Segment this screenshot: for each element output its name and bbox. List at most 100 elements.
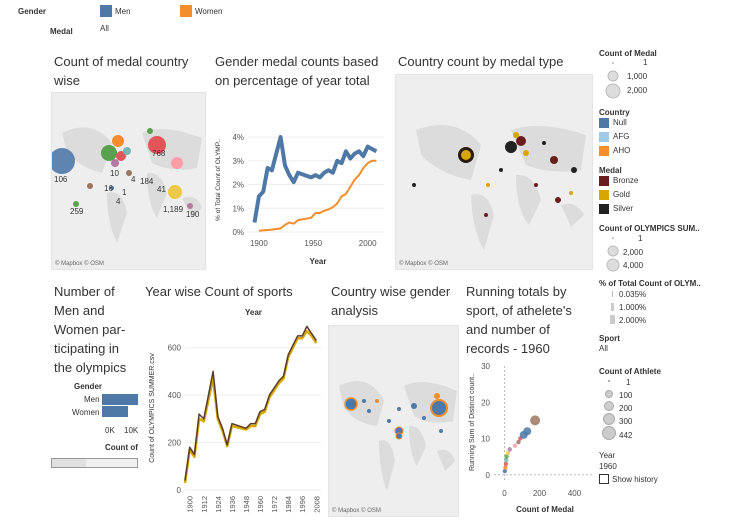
- medal-bubble[interactable]: [412, 183, 416, 187]
- legend-item-aho[interactable]: AHO: [599, 146, 630, 156]
- horizontal-scrollbar[interactable]: [51, 458, 138, 468]
- gender-bubble[interactable]: [362, 399, 366, 403]
- bubble[interactable]: [112, 135, 124, 147]
- bubble[interactable]: [171, 157, 183, 169]
- sport-filter-value[interactable]: All: [599, 344, 608, 353]
- scatter-point[interactable]: [512, 443, 518, 448]
- panel2-ylabel: % of Total Count of OLYMP..: [215, 139, 222, 221]
- scatter-point[interactable]: [503, 461, 509, 467]
- x-tick-label: 1912: [200, 496, 209, 513]
- bubble[interactable]: [147, 128, 153, 134]
- x-tick-label: 1972: [270, 496, 279, 513]
- legend-item-gold[interactable]: Gold: [599, 190, 630, 200]
- bubble[interactable]: [101, 145, 117, 161]
- scatter-point[interactable]: [516, 439, 521, 445]
- running-totals-scatter[interactable]: 30 20 10 0 0 200 400 Running Sum of Distinct …: [466, 360, 596, 520]
- legend-item: 442: [619, 431, 633, 440]
- medal-bubble[interactable]: [505, 141, 517, 153]
- medal-bubble[interactable]: [484, 213, 488, 217]
- map-label: 16: [104, 184, 113, 193]
- bubble-australia[interactable]: [168, 185, 182, 199]
- legend-item: 2.000%: [619, 316, 647, 325]
- bubble[interactable]: [116, 151, 126, 161]
- medal-bubble[interactable]: [569, 191, 573, 195]
- scatter-point[interactable]: [505, 450, 511, 456]
- bubble-russia[interactable]: [148, 136, 166, 154]
- gender-bubble[interactable]: [430, 399, 448, 417]
- bubble[interactable]: [110, 186, 114, 190]
- bubble[interactable]: [123, 147, 131, 155]
- gender-bubble[interactable]: [387, 419, 391, 423]
- gender-bubble[interactable]: [375, 399, 379, 403]
- gender-country-map[interactable]: © Mapbox © OSM: [328, 325, 459, 517]
- gender-bubble[interactable]: [434, 393, 440, 399]
- medal-bubble[interactable]: [534, 183, 538, 187]
- scrollbar-thumb[interactable]: [52, 459, 86, 467]
- women-bar[interactable]: [102, 406, 128, 417]
- series-line-men[interactable]: [252, 135, 378, 223]
- medal-bubble[interactable]: [486, 183, 490, 187]
- bubble-usa[interactable]: [49, 148, 75, 174]
- men-swatch[interactable]: [100, 5, 112, 17]
- medal-filter-value[interactable]: All: [100, 24, 109, 33]
- map-credit: © Mapbox © OSM: [332, 508, 381, 514]
- gender-line-chart[interactable]: 4% 3% 2% 1% 0% 1900 1950 2000 % of Total Count…: [212, 120, 392, 270]
- sports-series-line[interactable]: [184, 325, 317, 481]
- gender-bubble[interactable]: [439, 429, 443, 433]
- x-tick-label: 200: [533, 489, 547, 498]
- bubble[interactable]: [73, 201, 79, 207]
- show-history-label: Show history: [612, 475, 658, 484]
- panel4-axis-tick: 10K: [124, 426, 139, 435]
- medal-bubble[interactable]: [523, 150, 529, 156]
- size-marker: [606, 258, 620, 272]
- medal-country-map[interactable]: 768 106 10 184 16 1 4 4 41 259 1,189 190…: [49, 92, 206, 270]
- women-swatch[interactable]: [180, 5, 192, 17]
- men-bar[interactable]: [102, 394, 138, 405]
- medal-bubble[interactable]: [555, 197, 561, 203]
- bubble[interactable]: [126, 170, 132, 176]
- scatter-point[interactable]: [530, 415, 541, 426]
- legend-item-afg[interactable]: AFG: [599, 132, 629, 142]
- scatter-point[interactable]: [503, 465, 508, 470]
- medal-bubble[interactable]: [513, 132, 519, 138]
- legend-item: 2,000: [627, 86, 648, 95]
- show-history-checkbox[interactable]: [599, 474, 609, 484]
- medal-type-map[interactable]: © Mapbox © OSM: [395, 74, 593, 270]
- medal-bubble[interactable]: [542, 141, 546, 145]
- map-label: 184: [140, 177, 154, 186]
- size-marker: [604, 401, 614, 411]
- year-value[interactable]: 1960: [599, 462, 617, 471]
- medal-bubble[interactable]: [516, 136, 526, 146]
- swatch: [599, 190, 609, 200]
- bubble[interactable]: [187, 203, 193, 209]
- legend-item-bronze[interactable]: Bronze: [599, 176, 638, 186]
- gender-bubble[interactable]: [397, 407, 401, 411]
- x-tick-label: 1960: [256, 496, 265, 513]
- sports-series-line[interactable]: [183, 329, 318, 484]
- scatter-point[interactable]: [502, 468, 508, 474]
- scatter-point[interactable]: [504, 458, 509, 463]
- medal-bubble[interactable]: [499, 168, 503, 172]
- series-line-women[interactable]: [258, 159, 377, 232]
- bubble[interactable]: [111, 159, 119, 167]
- map-shapes: [412, 125, 586, 250]
- sports-line-chart[interactable]: 600 400 200 0 1900 1912 1924 1936 1948 1960 1972 1…: [145, 318, 325, 526]
- legend-item-null[interactable]: Null: [599, 118, 627, 128]
- medal-bubble[interactable]: [571, 167, 577, 173]
- bubble[interactable]: [87, 183, 93, 189]
- scatter-point[interactable]: [507, 447, 512, 452]
- medal-bubble[interactable]: [461, 150, 471, 160]
- size-marker: [610, 315, 615, 324]
- gender-bubble[interactable]: [344, 397, 358, 411]
- gender-bubble[interactable]: [395, 432, 403, 440]
- map-label: 4: [116, 197, 121, 206]
- map-label: 10: [110, 169, 119, 178]
- legend-item-silver[interactable]: Silver: [599, 204, 633, 214]
- scatter-point[interactable]: [504, 454, 509, 459]
- panel6-title: Country wise gender analysis: [331, 284, 451, 318]
- gender-bubble[interactable]: [422, 416, 426, 420]
- gender-bubble[interactable]: [367, 409, 371, 413]
- medal-bubble[interactable]: [550, 156, 558, 164]
- gender-bubble[interactable]: [411, 403, 417, 409]
- scatter-point[interactable]: [523, 427, 532, 436]
